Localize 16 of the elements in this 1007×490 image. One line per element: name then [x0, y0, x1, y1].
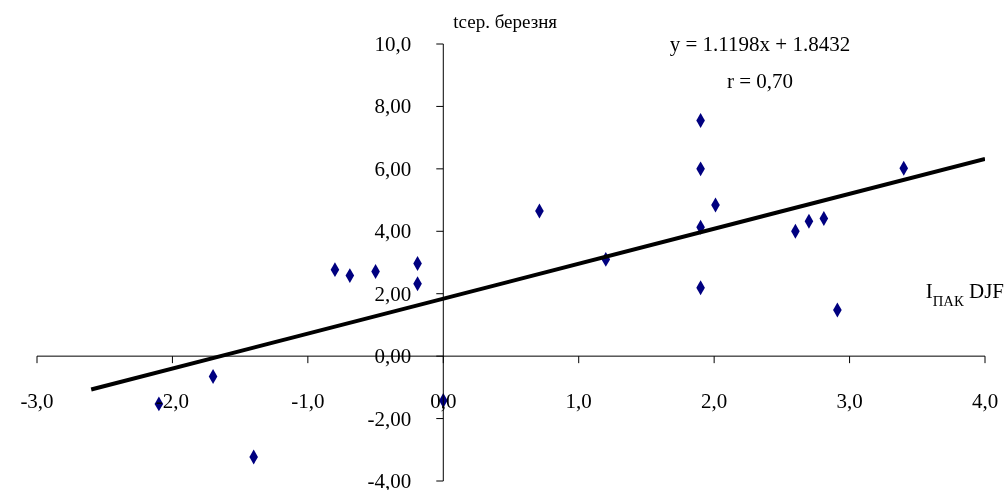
y-tick-label: -2,00 — [367, 406, 412, 431]
x-tick-label: -3,0 — [20, 389, 54, 414]
annotation: r = 0,70 — [726, 69, 794, 93]
x-axis-title: I$_{ПАК}$ DJF — [925, 279, 1004, 310]
x-tick-label: 2,0 — [701, 389, 728, 414]
x-tick-label: -1,0 — [291, 389, 325, 414]
y-tick-label: 10,0 — [374, 32, 412, 56]
y-tick-label: 8,00 — [374, 94, 412, 119]
x-tick-label: 4,0 — [971, 389, 999, 414]
x-tick-label: 3,0 — [836, 389, 863, 414]
annotation: y = 1.1198x + 1.8432 — [669, 32, 851, 56]
x-tick-label: 1,0 — [565, 389, 592, 414]
y-tick-label: 2,00 — [374, 281, 412, 306]
y-axis-title: tсер. березня — [453, 11, 558, 32]
y-tick-label: 6,00 — [374, 156, 412, 181]
y-tick-label: 4,00 — [374, 219, 412, 244]
